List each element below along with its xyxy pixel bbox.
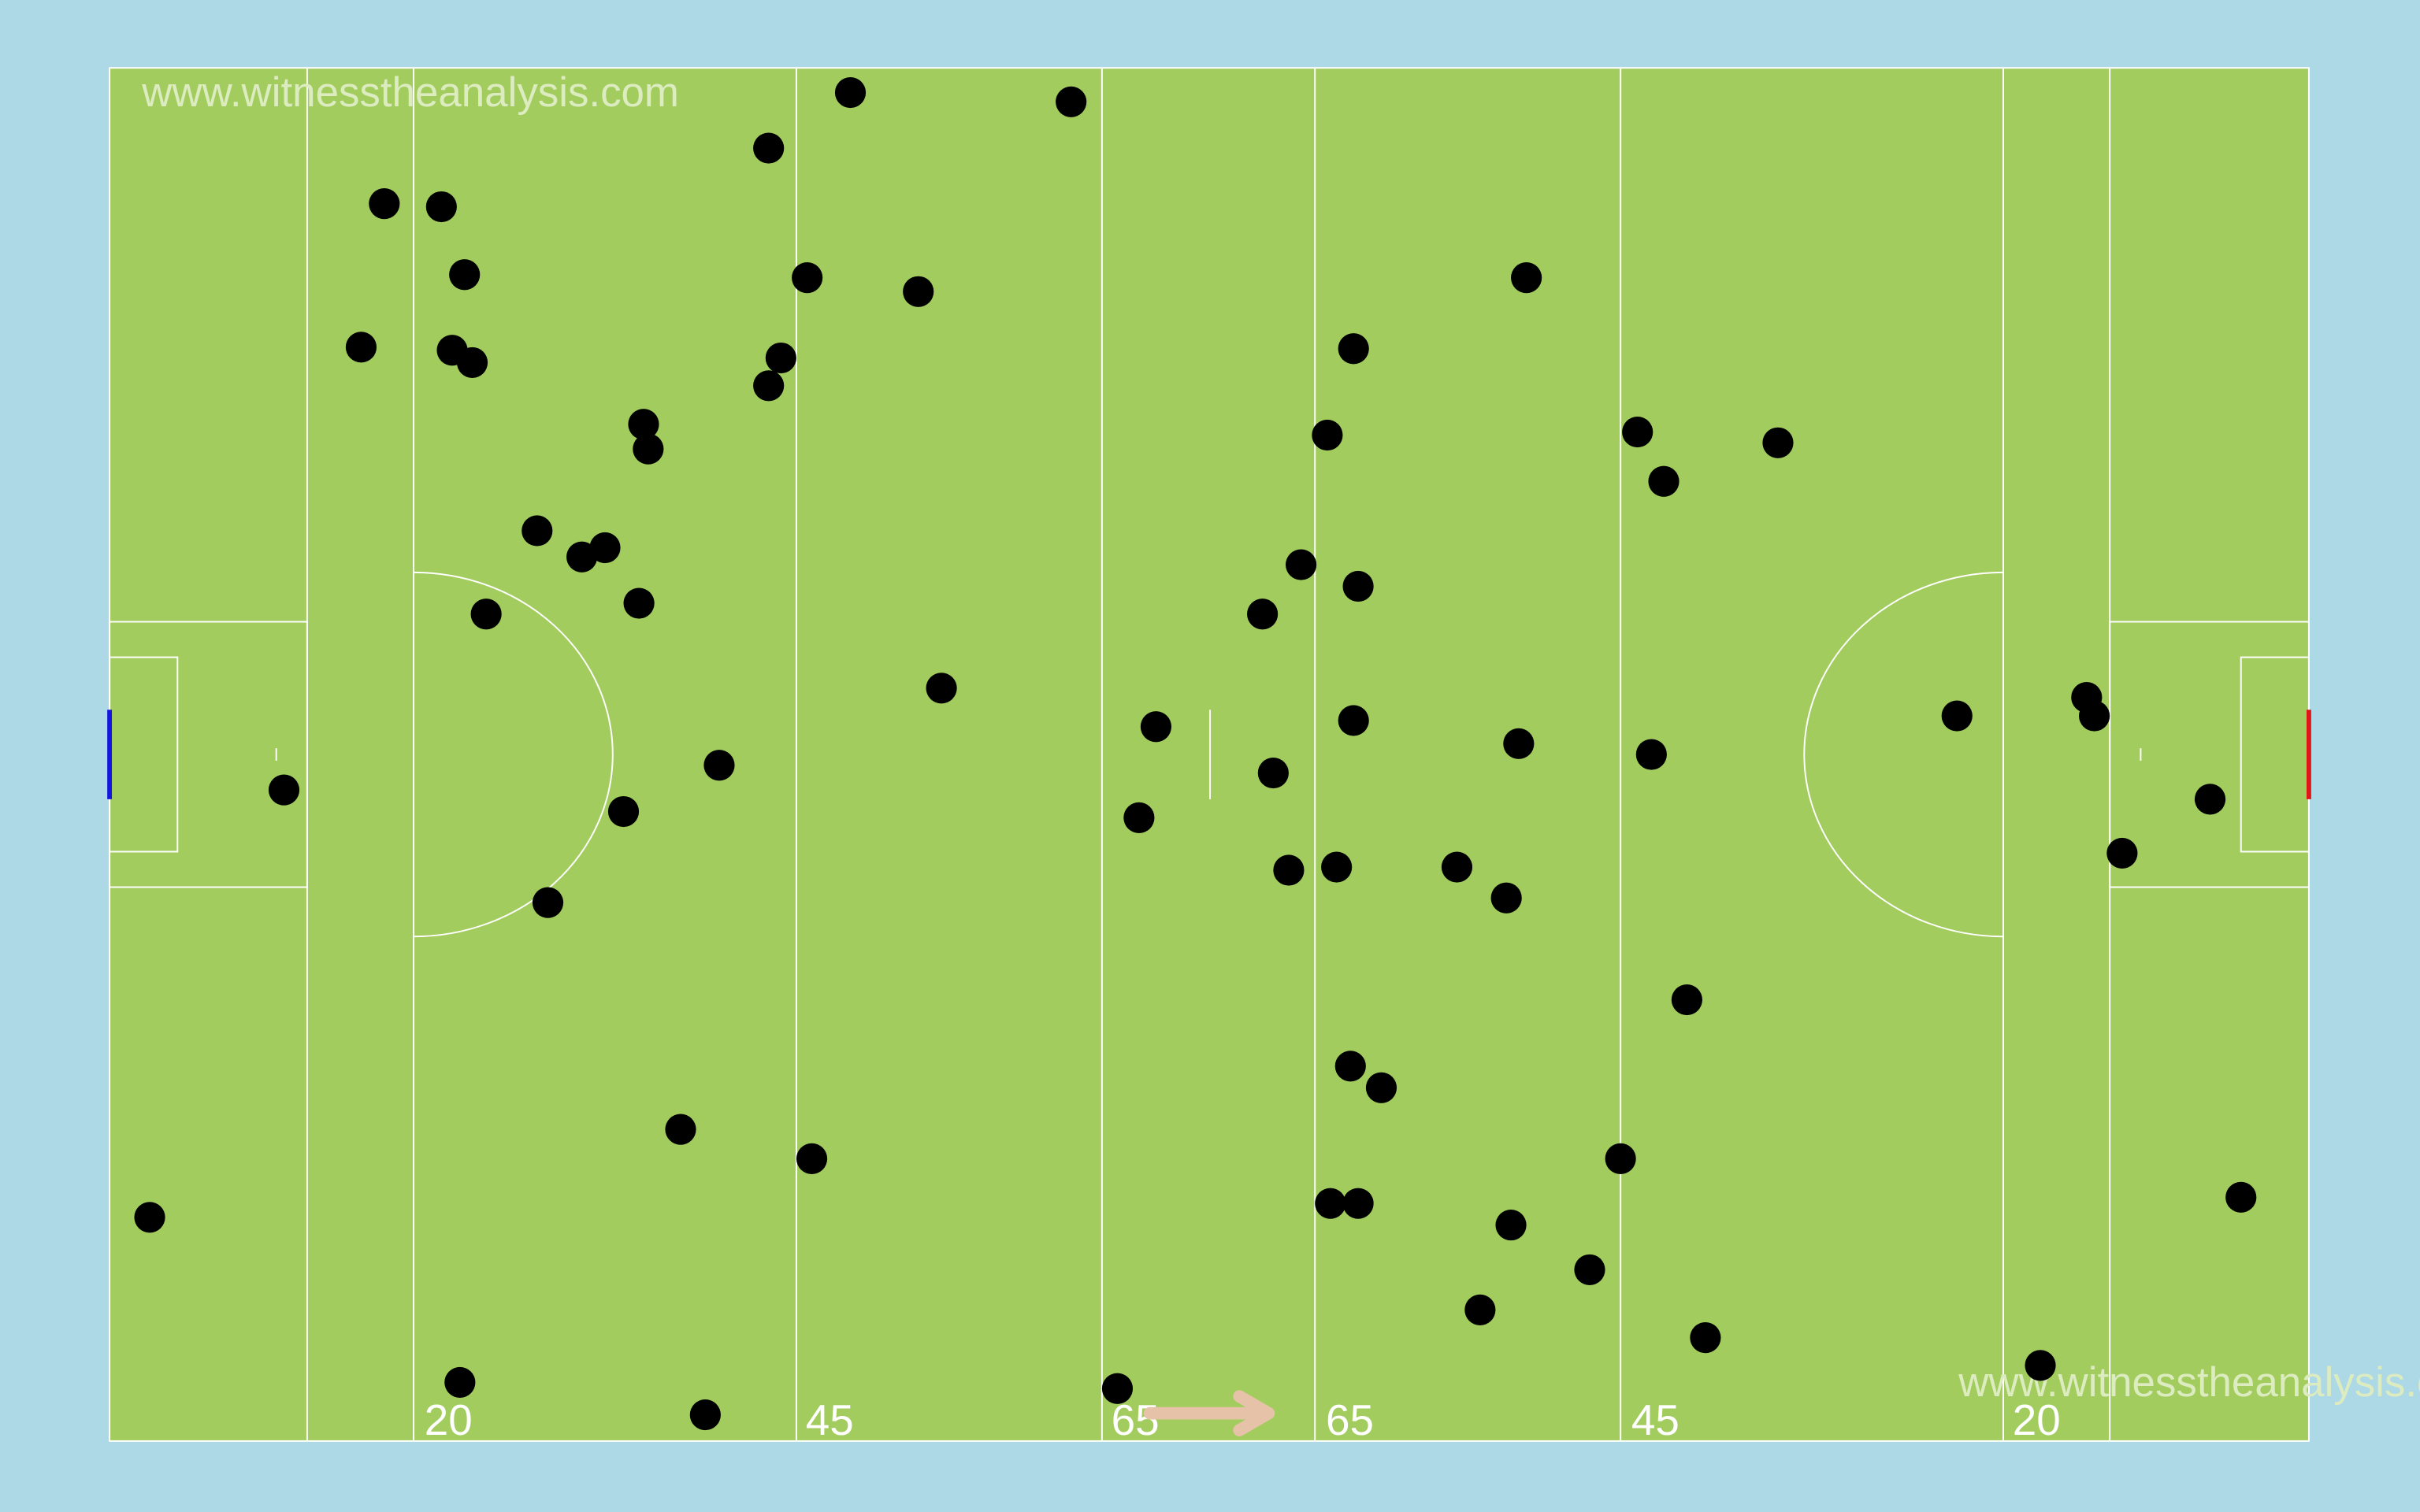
event-marker — [1690, 1322, 1721, 1354]
event-marker — [1321, 851, 1353, 883]
label-left-45: 45 — [806, 1395, 854, 1444]
event-marker — [903, 276, 934, 307]
event-marker — [268, 774, 300, 806]
event-marker — [532, 887, 564, 918]
event-marker — [1312, 419, 1343, 451]
event-marker — [369, 188, 400, 220]
event-marker — [753, 370, 785, 402]
event-marker — [2225, 1181, 2257, 1213]
event-marker — [1622, 416, 1654, 448]
event-marker — [1574, 1254, 1605, 1285]
event-marker — [665, 1114, 696, 1145]
direction-arrow-icon — [1143, 1390, 1275, 1436]
event-marker — [1247, 598, 1279, 630]
event-marker — [444, 1366, 476, 1399]
event-marker — [1605, 1143, 1636, 1174]
event-marker — [1101, 1373, 1134, 1404]
event-marker — [1342, 1188, 1374, 1219]
event-marker — [689, 1399, 721, 1431]
event-marker — [703, 750, 735, 781]
event-marker — [607, 795, 640, 828]
left-arc — [414, 571, 614, 938]
event-marker — [628, 409, 659, 440]
event-marker — [566, 541, 598, 573]
event-marker — [1257, 757, 1289, 789]
event-marker — [456, 346, 488, 378]
event-marker — [1315, 1188, 1346, 1219]
event-marker — [521, 515, 553, 547]
event-marker — [1338, 333, 1369, 365]
event-marker — [2079, 700, 2110, 732]
event-marker — [1342, 570, 1374, 602]
event-marker — [1140, 711, 1172, 743]
event-marker — [449, 259, 481, 291]
event-marker — [834, 76, 867, 109]
event-marker — [1490, 882, 1522, 914]
event-marker — [1056, 86, 1087, 117]
event-marker — [1635, 739, 1667, 770]
label-right-65: 65 — [1326, 1395, 1374, 1444]
event-marker — [1671, 984, 1702, 1016]
label-right-20: 20 — [2013, 1395, 2061, 1444]
event-marker — [425, 191, 457, 223]
event-marker — [1762, 427, 1794, 458]
event-marker — [1441, 851, 1473, 883]
watermark-top: www.witnesstheanalysis.com — [141, 69, 679, 116]
event-marker — [1273, 854, 1305, 886]
label-left-20: 20 — [425, 1395, 473, 1444]
event-marker — [2025, 1350, 2056, 1381]
event-marker — [134, 1202, 165, 1233]
event-marker — [796, 1143, 828, 1174]
event-marker — [1464, 1294, 1496, 1325]
event-marker — [633, 433, 664, 465]
event-marker — [345, 332, 377, 363]
event-marker — [1941, 700, 1973, 732]
right-arc — [1803, 571, 2004, 938]
event-marker — [623, 587, 655, 619]
event-marker — [926, 673, 957, 704]
event-marker — [1511, 262, 1542, 294]
event-marker — [1648, 465, 1680, 497]
event-marker — [1286, 549, 1317, 580]
event-marker — [589, 532, 621, 564]
event-marker — [792, 262, 823, 294]
event-marker — [1503, 728, 1535, 759]
event-marker — [2106, 837, 2138, 869]
event-marker — [1338, 705, 1369, 736]
event-marker — [1123, 802, 1155, 833]
event-marker — [470, 598, 502, 630]
event-marker — [1334, 1051, 1366, 1082]
event-marker — [753, 132, 785, 164]
event-marker — [1365, 1072, 1397, 1103]
event-marker — [765, 342, 796, 374]
event-markers — [134, 76, 2257, 1431]
event-marker — [2194, 784, 2226, 815]
event-marker — [1495, 1210, 1527, 1241]
label-right-45: 45 — [1631, 1395, 1680, 1444]
